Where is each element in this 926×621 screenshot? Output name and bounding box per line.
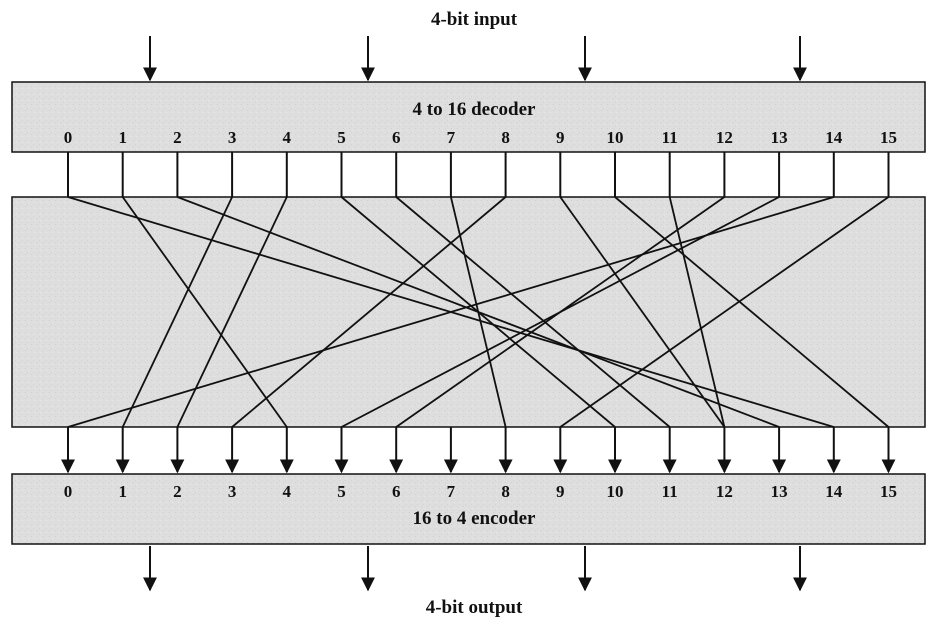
decoder-box xyxy=(11,81,926,153)
permutation-wire xyxy=(67,196,835,428)
decoder-output-label: 13 xyxy=(771,128,788,147)
encoder-input-label: 7 xyxy=(447,482,456,501)
encoder-input-label: 14 xyxy=(825,482,843,501)
decoder-output-label: 9 xyxy=(556,128,565,147)
decoder-output-label: 8 xyxy=(501,128,510,147)
decoder-output-label: 1 xyxy=(118,128,127,147)
encoder-input-label: 12 xyxy=(716,482,733,501)
encoder-input-label: 13 xyxy=(771,482,788,501)
encoder-input-label: 11 xyxy=(662,482,678,501)
input-label: 4-bit input xyxy=(431,9,518,30)
encoder-input-label: 10 xyxy=(607,482,624,501)
permutation-wire xyxy=(121,196,233,428)
decoder-output-label: 11 xyxy=(662,128,678,147)
decoder-output-label: 6 xyxy=(392,128,401,147)
decoder-output-label: 2 xyxy=(173,128,182,147)
decoder-output-label: 14 xyxy=(825,128,843,147)
encoder-input-label: 9 xyxy=(556,482,565,501)
encoder-input-label: 15 xyxy=(880,482,897,501)
decoder-label: 4 to 16 decoder xyxy=(413,99,537,120)
decoder-output-label: 10 xyxy=(607,128,624,147)
encoder-input-label: 8 xyxy=(501,482,510,501)
permutation-wire xyxy=(559,196,890,428)
decoder-output-label: 12 xyxy=(716,128,733,147)
encoder-input-label: 6 xyxy=(392,482,401,501)
decoder-output-label: 0 xyxy=(64,128,73,147)
decoder-output-label: 3 xyxy=(228,128,237,147)
decoder-output-label: 15 xyxy=(880,128,897,147)
encoder-label: 16 to 4 encoder xyxy=(413,508,537,529)
encoder-box xyxy=(11,473,926,545)
decoder-output-label: 7 xyxy=(447,128,456,147)
permutation-wire xyxy=(395,196,671,428)
permutation-wire xyxy=(668,196,726,428)
permutation-wire xyxy=(121,196,288,428)
encoder-input-label: 5 xyxy=(337,482,346,501)
encoder-input-label: 1 xyxy=(118,482,127,501)
wiring-box xyxy=(11,196,926,428)
dynamic-layer: 0 1 2 3 4 5 6 7 8 9 10 11 12 13 14 150 1 2 3 4 5 6 7 8 9 10 11 12 13… xyxy=(61,128,897,501)
encoder-input-label: 4 xyxy=(283,482,292,501)
permutation-wire xyxy=(614,196,890,428)
permutation-wire xyxy=(231,196,507,428)
encoder-input-label: 3 xyxy=(228,482,237,501)
output-label: 4-bit output xyxy=(426,597,523,618)
decoder-output-label: 5 xyxy=(337,128,346,147)
encoder-input-label: 2 xyxy=(173,482,182,501)
decoder-output-label: 4 xyxy=(283,128,292,147)
encoder-input-label: 0 xyxy=(64,482,73,501)
permutation-wire xyxy=(559,196,726,428)
